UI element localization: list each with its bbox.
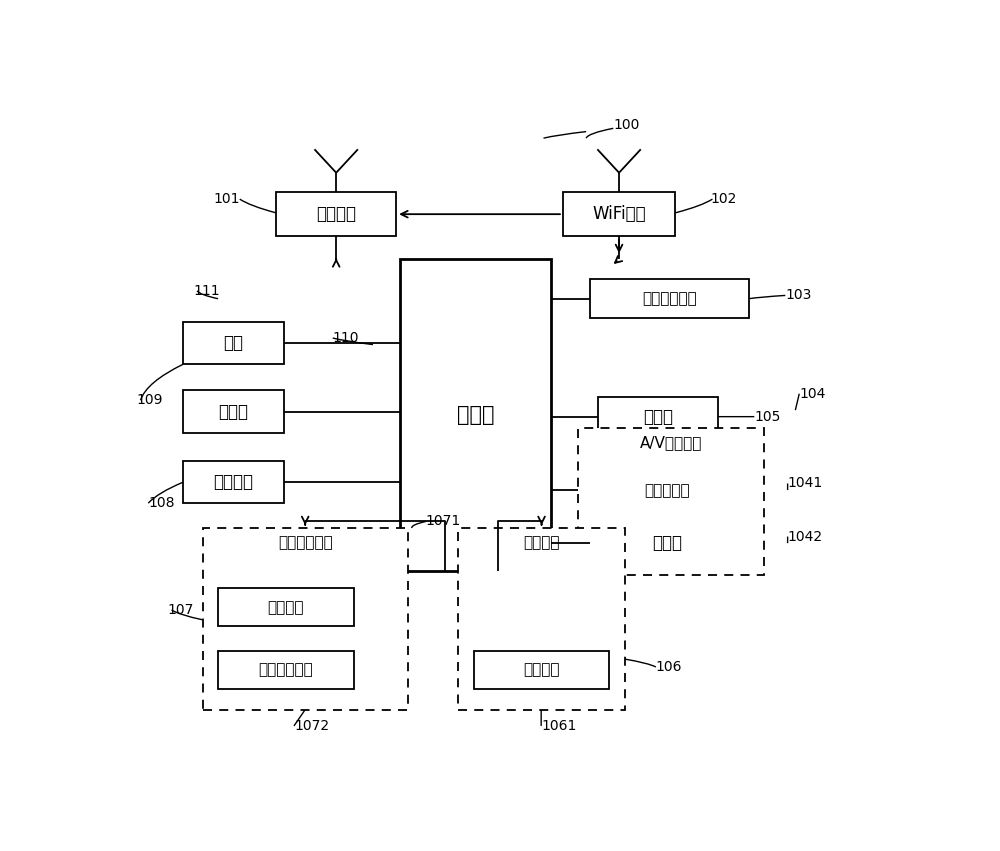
Text: 触控面板: 触控面板: [268, 600, 304, 614]
Text: 处理器: 处理器: [457, 405, 494, 425]
Text: 108: 108: [148, 496, 175, 510]
Text: 105: 105: [754, 409, 781, 424]
Bar: [474, 650, 609, 688]
Text: 109: 109: [137, 393, 163, 408]
Text: 存储器: 存储器: [218, 403, 248, 420]
Text: 电源: 电源: [224, 334, 244, 352]
Bar: [458, 528, 625, 711]
Text: 接口单元: 接口单元: [214, 473, 254, 491]
Text: 图形处理器: 图形处理器: [645, 483, 690, 498]
Bar: [400, 260, 551, 571]
Text: 用户输入单元: 用户输入单元: [278, 535, 333, 550]
Bar: [578, 428, 764, 575]
Bar: [590, 525, 745, 561]
Text: 射频单元: 射频单元: [316, 205, 356, 223]
Bar: [183, 322, 284, 364]
Text: 1061: 1061: [541, 719, 577, 733]
Bar: [276, 191, 396, 237]
Text: 110: 110: [333, 331, 359, 345]
Bar: [218, 588, 354, 626]
Text: 其他输入设备: 其他输入设备: [258, 662, 313, 677]
Text: 1042: 1042: [788, 529, 823, 544]
Bar: [590, 472, 745, 508]
Bar: [563, 191, 675, 237]
Text: 1071: 1071: [426, 515, 461, 528]
Bar: [218, 650, 354, 688]
Bar: [598, 397, 718, 437]
Text: 101: 101: [213, 192, 240, 206]
Text: 107: 107: [168, 603, 194, 617]
Bar: [183, 391, 284, 433]
Text: A/V输入单元: A/V输入单元: [640, 435, 703, 449]
Bar: [202, 528, 408, 711]
Text: 111: 111: [193, 284, 220, 298]
Text: 1072: 1072: [294, 719, 329, 733]
Text: 音频输出单元: 音频输出单元: [642, 291, 697, 306]
Text: 106: 106: [656, 660, 682, 674]
Bar: [183, 460, 284, 503]
Text: 1041: 1041: [788, 477, 823, 490]
Text: WiFi模块: WiFi模块: [592, 205, 646, 223]
Text: 麦克风: 麦克风: [652, 534, 682, 551]
Text: 显示面板: 显示面板: [523, 662, 560, 677]
Bar: [590, 279, 749, 318]
Text: 102: 102: [710, 192, 736, 206]
Text: 104: 104: [799, 386, 826, 401]
Text: 103: 103: [785, 288, 812, 302]
Text: 100: 100: [613, 118, 640, 132]
Text: 显示单元: 显示单元: [523, 535, 560, 550]
Text: 传感器: 传感器: [643, 408, 673, 426]
